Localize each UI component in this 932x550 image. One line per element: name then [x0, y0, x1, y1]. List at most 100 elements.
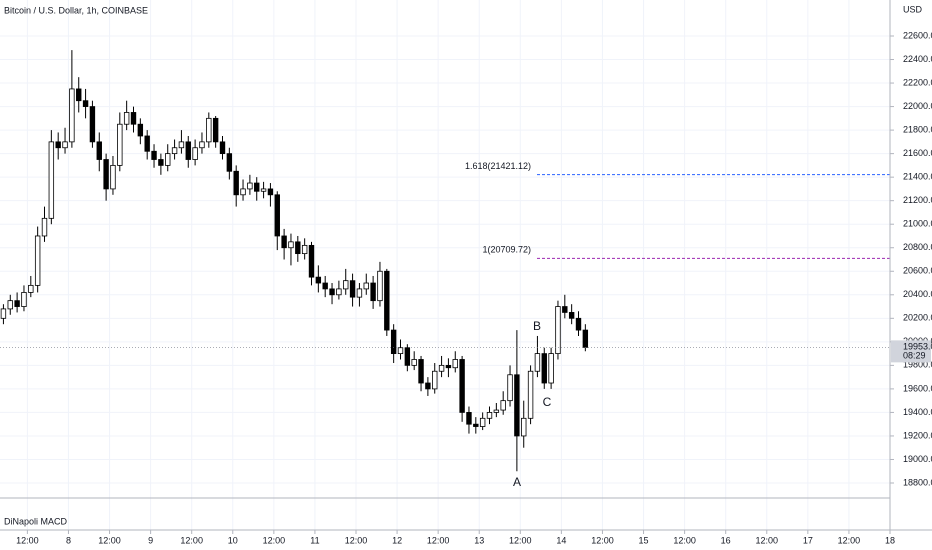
candle-body	[260, 188, 267, 192]
candle-body	[212, 117, 219, 143]
candle-body	[370, 282, 376, 302]
candle-body	[41, 217, 48, 237]
y-tick-label: 19600.00	[903, 383, 932, 393]
candle-body	[404, 347, 411, 366]
candle-body	[514, 374, 520, 437]
x-tick-label: 10	[228, 535, 238, 545]
candle-body	[110, 164, 116, 190]
x-tick-label: 17	[803, 535, 813, 545]
candle-body	[103, 159, 109, 190]
indicator-label: DiNapoli MACD	[4, 516, 68, 526]
candle-body	[34, 235, 41, 286]
y-tick-label: 20400.00	[903, 289, 932, 299]
candle-body	[130, 112, 137, 125]
candle-body	[178, 141, 185, 149]
x-tick-label: 18	[885, 535, 895, 545]
candle-body	[247, 182, 253, 190]
y-tick-label: 22200.00	[903, 77, 932, 87]
x-tick-label: 12:00	[673, 535, 696, 545]
candle-body	[185, 141, 191, 160]
axes: 18800.00 19000.00 19200.00 19400.00 19600.00…	[16, 30, 932, 545]
candle-body	[281, 235, 287, 249]
y-tick-label: 20800.00	[903, 242, 932, 252]
candle-body	[507, 374, 513, 402]
candle-body	[548, 353, 554, 384]
y-tick-label: 21600.00	[903, 148, 932, 158]
currency-label: USD	[903, 4, 923, 14]
candle-body	[527, 370, 534, 419]
candle-body	[55, 141, 61, 149]
candle-body	[459, 359, 465, 413]
candle-body	[274, 194, 280, 237]
plot-area: 1.618(21421.12) 1(20709.72) A B C	[0, 50, 890, 489]
x-tick-label: 12:00	[591, 535, 614, 545]
y-tick-label: 21800.00	[903, 124, 932, 134]
x-tick-label: 12:00	[345, 535, 368, 545]
x-tick-label: 15	[639, 535, 649, 545]
x-tick-label: 13	[474, 535, 484, 545]
candle-body	[473, 423, 479, 427]
y-tick-label: 19800.00	[903, 360, 932, 370]
candle-body	[438, 364, 445, 372]
candle-body	[397, 347, 404, 355]
x-tick-label: 14	[556, 535, 566, 545]
candle-body	[411, 359, 417, 366]
y-tick-label: 22400.00	[903, 54, 932, 64]
y-tick-label: 22000.00	[903, 101, 932, 111]
candle-body	[206, 117, 212, 143]
x-tick-label: 12:00	[263, 535, 286, 545]
candle-body	[288, 241, 294, 249]
y-tick-label: 19000.00	[903, 454, 932, 464]
candle-body	[329, 288, 335, 296]
wave-label: A	[513, 475, 521, 489]
x-tick-label: 12:00	[98, 535, 121, 545]
candle-body	[192, 147, 198, 160]
candle-body	[322, 282, 328, 290]
candle-body	[384, 270, 390, 331]
last-price-tag	[891, 340, 931, 363]
candle-body	[21, 292, 27, 307]
candle-body	[48, 141, 55, 219]
candle-body	[144, 135, 150, 152]
candle-body	[0, 308, 7, 319]
x-tick-label: 12:00	[756, 535, 779, 545]
candle-body	[575, 317, 582, 331]
candle-body	[521, 417, 527, 437]
candle-body	[356, 288, 363, 298]
candle-body	[466, 412, 472, 425]
countdown-label: 08:29	[903, 351, 926, 361]
y-tick-label: 18800.00	[903, 477, 932, 487]
candle-body	[233, 170, 239, 196]
x-tick-label: 8	[66, 535, 71, 545]
candle-body	[165, 153, 171, 166]
chart-title: Bitcoin / U.S. Dollar, 1h, COINBASE	[4, 5, 148, 15]
wave-label: C	[543, 395, 552, 409]
x-tick-label: 12:00	[180, 535, 203, 545]
candle-body	[500, 400, 506, 411]
grid	[0, 0, 891, 530]
x-tick-label: 16	[721, 535, 731, 545]
candle-body	[123, 112, 130, 125]
candle-body	[96, 141, 102, 160]
x-tick-label: 12:00	[427, 535, 450, 545]
candle-body	[493, 409, 500, 413]
y-tick-label: 21400.00	[903, 172, 932, 182]
candle-body	[137, 123, 144, 137]
y-tick-label: 20600.00	[903, 266, 932, 276]
wave-label: B	[533, 319, 541, 333]
candle-body	[432, 370, 438, 390]
candle-body	[89, 106, 96, 143]
candle-body	[7, 300, 13, 310]
candle-body	[254, 182, 260, 192]
candle-body	[582, 329, 589, 348]
candle-body	[418, 359, 424, 384]
y-tick-label: 21200.00	[903, 195, 932, 205]
candle-body	[452, 359, 458, 369]
x-tick-label: 12:00	[16, 535, 39, 545]
candle-body	[445, 364, 452, 369]
candle-body	[219, 141, 226, 155]
candle-body	[151, 150, 157, 160]
candle-body	[479, 417, 486, 427]
candle-body	[28, 284, 34, 293]
